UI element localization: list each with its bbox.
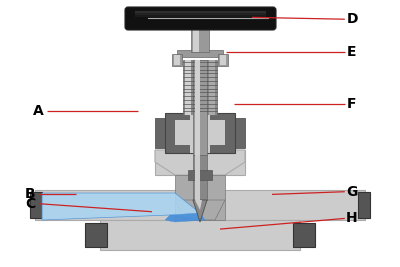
Bar: [193, 155, 207, 200]
Text: A: A: [33, 104, 43, 118]
Bar: [195, 60, 200, 155]
Polygon shape: [165, 213, 205, 222]
Text: C: C: [25, 197, 35, 211]
Bar: [155, 118, 173, 148]
Bar: [227, 118, 245, 148]
Bar: [177, 50, 223, 57]
Bar: [183, 60, 217, 115]
Polygon shape: [195, 200, 202, 210]
Bar: [30, 192, 42, 218]
Text: B: B: [25, 187, 35, 201]
Bar: [209, 60, 215, 115]
Polygon shape: [193, 200, 207, 222]
Text: H: H: [346, 211, 358, 225]
Bar: [155, 150, 245, 175]
Bar: [185, 60, 191, 115]
Bar: [195, 155, 200, 200]
Text: F: F: [347, 97, 357, 111]
Bar: [191, 27, 209, 52]
Bar: [172, 54, 182, 66]
Bar: [358, 192, 370, 218]
Bar: [35, 190, 180, 220]
Bar: [85, 223, 107, 247]
Text: D: D: [346, 12, 358, 26]
Bar: [220, 190, 365, 220]
Bar: [193, 60, 207, 155]
Bar: [175, 175, 225, 220]
Bar: [165, 113, 235, 153]
Text: G: G: [346, 185, 358, 199]
Bar: [175, 120, 225, 145]
Bar: [293, 223, 315, 247]
FancyBboxPatch shape: [125, 7, 276, 30]
Polygon shape: [155, 150, 245, 175]
Bar: [174, 55, 180, 65]
Polygon shape: [42, 193, 200, 220]
Bar: [220, 55, 226, 65]
Text: E: E: [347, 45, 357, 59]
Bar: [190, 115, 210, 153]
Bar: [188, 170, 212, 180]
Bar: [193, 27, 199, 52]
Bar: [100, 220, 300, 250]
Bar: [218, 54, 228, 66]
Polygon shape: [175, 200, 225, 220]
